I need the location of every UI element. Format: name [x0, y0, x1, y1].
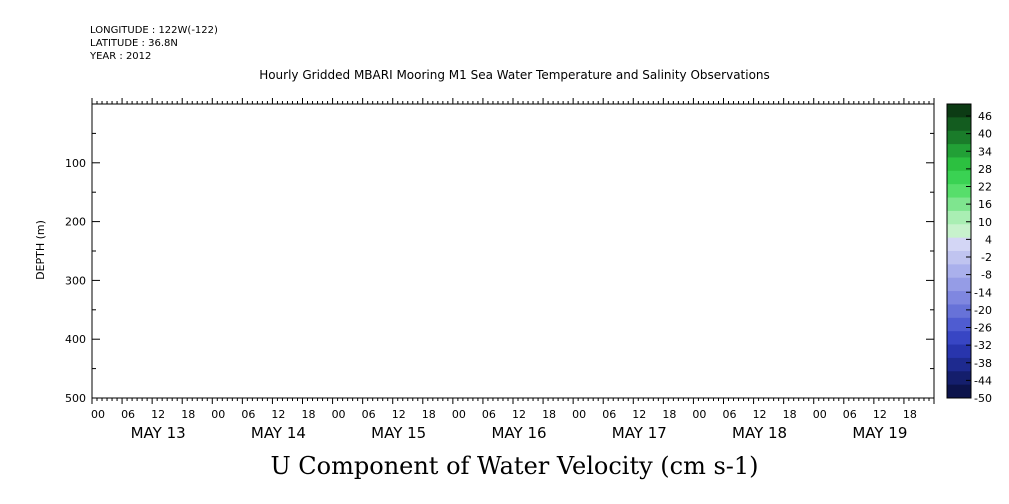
year-label: YEAR : 2012: [90, 51, 152, 62]
y-tick-label: 200: [65, 216, 86, 229]
colorbar-label: -38: [974, 357, 992, 370]
chart-title: Hourly Gridded MBARI Mooring M1 Sea Wate…: [259, 68, 770, 82]
colorbar-frame: [946, 103, 972, 399]
x-hour-label: 06: [723, 408, 737, 421]
x-hour-label: 12: [392, 408, 406, 421]
colorbar-label: -50: [974, 392, 992, 405]
y-axis: 100 200 300 400 500: [65, 103, 934, 405]
x-hour-label: 00: [572, 408, 586, 421]
colorbar-swatch: [947, 357, 971, 372]
x-day-label: MAY 19: [852, 424, 907, 442]
x-hour-label: 18: [302, 408, 316, 421]
x-hour-label: 12: [873, 408, 887, 421]
colorbar-swatch: [947, 224, 971, 239]
colorbar-label: -26: [974, 322, 992, 335]
x-day-label: MAY 17: [612, 424, 667, 442]
x-hour-label: 06: [362, 408, 376, 421]
colorbar-label: 46: [978, 110, 992, 123]
colorbar-label: 40: [978, 128, 992, 141]
x-hour-label: 18: [662, 408, 676, 421]
colorbar-swatch: [947, 251, 971, 265]
y-tick-label: 500: [65, 392, 86, 405]
colorbar-swatch: [947, 331, 971, 346]
colorbar-label: 22: [978, 181, 992, 194]
colorbar-swatch: [947, 130, 971, 145]
colorbar-swatch: [947, 210, 971, 225]
colorbar-swatch: [947, 384, 971, 399]
x-hour-label: 00: [332, 408, 346, 421]
colorbar-label: -44: [974, 374, 992, 387]
x-hour-label: 18: [181, 408, 195, 421]
y-tick-label: 300: [65, 274, 86, 287]
colorbar-swatch: [947, 264, 971, 279]
x-hour-label: 06: [843, 408, 857, 421]
colorbar-label: 4: [985, 233, 992, 246]
x-hour-label: 06: [482, 408, 496, 421]
x-hour-label: 06: [241, 408, 255, 421]
colorbar: 46 40 34 28 22 16 10 4 -2 -8 -14 -20 -26 -32 -38 -44 -50: [946, 103, 992, 405]
longitude-label: LONGITUDE : 122W(-122): [90, 25, 218, 36]
plot-frame: [91, 103, 935, 399]
x-day-label: MAY 13: [131, 424, 186, 442]
colorbar-label: -14: [974, 286, 992, 299]
colorbar-swatch: [947, 317, 971, 332]
colorbar-swatch: [947, 117, 971, 132]
colorbar-swatch: [947, 291, 971, 305]
colorbar-label: -20: [974, 304, 992, 317]
x-hour-label: 12: [271, 408, 285, 421]
colorbar-label: -32: [974, 339, 992, 352]
x-hour-label: 00: [813, 408, 827, 421]
x-axis: 00 06 12 18 00 06 12 18 00 06 12 18 00 06 12 18 00 06 12 18…: [91, 98, 935, 442]
colorbar-label: -2: [981, 251, 992, 264]
x-hour-label: 00: [211, 408, 225, 421]
x-hour-label: 00: [452, 408, 466, 421]
colorbar-swatch: [947, 344, 971, 359]
x-hour-label: 12: [151, 408, 165, 421]
x-day-label: MAY 15: [371, 424, 426, 442]
x-hour-label: 18: [422, 408, 436, 421]
metadata-block: LONGITUDE : 122W(-122) LATITUDE : 36.8N …: [90, 24, 218, 63]
x-hour-label: 06: [602, 408, 616, 421]
colorbar-swatch: [947, 277, 971, 292]
x-hour-label: 06: [121, 408, 135, 421]
colorbar-swatch: [947, 170, 971, 185]
y-tick-label: 400: [65, 333, 86, 346]
colorbar-label: 28: [978, 163, 992, 176]
colorbar-swatch: [947, 197, 971, 212]
x-hour-label: 12: [512, 408, 526, 421]
colorbar-swatch: [947, 144, 971, 158]
x-hour-label: 18: [783, 408, 797, 421]
x-hour-label: 18: [903, 408, 917, 421]
x-axis-label: U Component of Water Velocity (cm s-1): [270, 452, 759, 480]
latitude-label: LATITUDE : 36.8N: [90, 38, 178, 49]
y-tick-label: 100: [65, 157, 86, 170]
x-day-label: MAY 16: [491, 424, 546, 442]
colorbar-swatch: [947, 371, 971, 386]
x-day-label: MAY 14: [251, 424, 306, 442]
x-hour-label: 00: [91, 408, 105, 421]
colorbar-swatch: [947, 104, 971, 118]
y-axis-label: DEPTH (m): [34, 220, 47, 280]
colorbar-swatch: [947, 184, 971, 199]
colorbar-swatch: [947, 157, 971, 172]
x-hour-label: 18: [542, 408, 556, 421]
x-hour-label: 00: [692, 408, 706, 421]
colorbar-swatch: [947, 304, 971, 319]
colorbar-label: 16: [978, 198, 992, 211]
x-hour-label: 12: [632, 408, 646, 421]
colorbar-swatch: [947, 237, 971, 252]
colorbar-label: -8: [981, 269, 992, 282]
colorbar-label: 34: [978, 145, 992, 158]
x-hour-label: 12: [753, 408, 767, 421]
x-day-label: MAY 18: [732, 424, 787, 442]
colorbar-label: 10: [978, 216, 992, 229]
